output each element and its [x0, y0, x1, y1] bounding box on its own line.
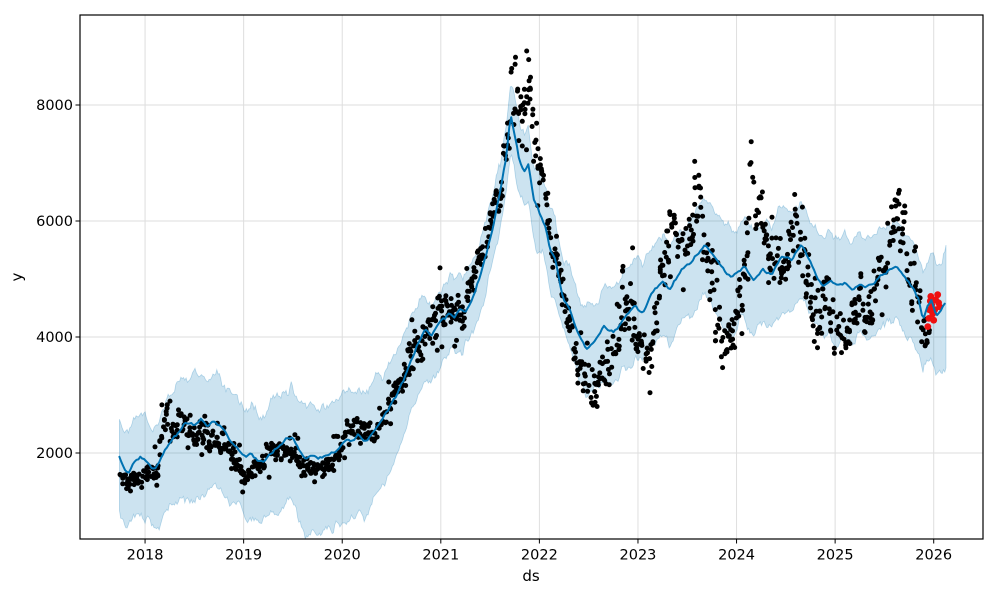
- y-tick-label: 2000: [36, 446, 73, 462]
- x-tick-label: 2026: [915, 548, 952, 564]
- y-tick-label: 8000: [36, 98, 73, 114]
- y-tick-label: 4000: [36, 330, 73, 346]
- axis-ticks: [75, 104, 935, 544]
- x-tick-label: 2025: [817, 548, 854, 564]
- y-tick-label: 6000: [36, 214, 73, 230]
- uncertainty-band: [119, 86, 947, 539]
- y-axis-label: y: [8, 272, 26, 281]
- x-axis-label: ds: [522, 567, 540, 585]
- grid-lines: [80, 15, 983, 539]
- x-tick-label: 2021: [422, 548, 459, 564]
- x-tick-label: 2022: [521, 548, 558, 564]
- axes-frame: [79, 14, 984, 540]
- observations-scatter: [117, 48, 932, 495]
- data-layer: [117, 48, 947, 539]
- tick-labels: 2018 2019 2020 2021 2022 2023 2024 2025 2026 2000…: [36, 98, 952, 563]
- x-tick-label: 2024: [718, 548, 755, 564]
- forecast-line: [118, 116, 946, 474]
- x-tick-label: 2020: [324, 548, 361, 564]
- x-tick-label: 2018: [127, 548, 164, 564]
- x-tick-label: 2023: [620, 548, 657, 564]
- x-tick-label: 2019: [225, 548, 262, 564]
